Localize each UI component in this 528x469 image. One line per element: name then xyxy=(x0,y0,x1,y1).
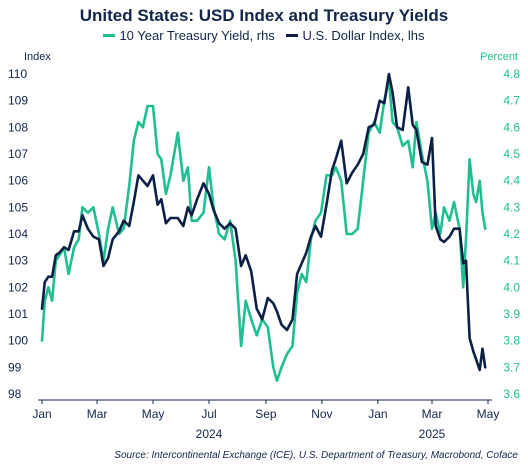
x-tick-label: May xyxy=(142,407,165,421)
left-axis-unit-label: Index xyxy=(24,51,51,63)
x-tick-label: Nov xyxy=(311,407,332,421)
left-tick-label: 107 xyxy=(8,147,28,161)
right-tick-label: 4.0 xyxy=(503,280,520,294)
x-tick-label: May xyxy=(477,407,500,421)
left-tick-label: 100 xyxy=(8,334,28,348)
right-tick-label: 4.3 xyxy=(503,200,520,214)
x-year-label: 2024 xyxy=(196,427,223,441)
right-tick-label: 4.8 xyxy=(503,67,520,81)
chart-legend: 10 Year Treasury Yield, rhs U.S. Dollar … xyxy=(0,28,528,43)
x-tick-label: Mar xyxy=(87,407,108,421)
right-tick-label: 4.4 xyxy=(503,174,520,188)
x-tick-label: Jan xyxy=(32,407,51,421)
legend-item-usd-index: U.S. Dollar Index, lhs xyxy=(286,28,425,43)
left-tick-label: 103 xyxy=(8,254,28,268)
source-note: Source: Intercontinental Exchange (ICE),… xyxy=(114,450,518,461)
right-tick-label: 3.8 xyxy=(503,334,520,348)
right-tick-label: 3.6 xyxy=(503,387,520,401)
left-tick-label: 110 xyxy=(8,67,27,81)
right-tick-label: 4.5 xyxy=(503,147,520,161)
right-tick-label: 3.7 xyxy=(503,360,520,374)
legend-swatch-usd-index xyxy=(286,34,299,38)
x-tick-label: Jan xyxy=(368,407,387,421)
right-tick-label: 4.1 xyxy=(503,254,520,268)
left-tick-label: 101 xyxy=(8,307,28,321)
x-tick-label: Sep xyxy=(255,407,277,421)
usd-index-line xyxy=(40,72,487,372)
legend-item-treasury-yield: 10 Year Treasury Yield, rhs xyxy=(103,28,275,43)
left-tick-label: 106 xyxy=(8,174,28,188)
right-tick-label: 4.6 xyxy=(503,120,520,134)
right-axis-unit-label: Percent xyxy=(480,51,518,63)
x-year-label: 2025 xyxy=(419,427,446,441)
left-tick-label: 104 xyxy=(8,227,28,241)
right-tick-label: 3.9 xyxy=(503,307,520,321)
x-tick-label: Jul xyxy=(201,407,216,421)
left-tick-label: 108 xyxy=(8,120,28,134)
left-tick-label: 102 xyxy=(8,280,28,294)
treasury-yield-line xyxy=(40,78,487,383)
right-tick-label: 4.7 xyxy=(503,94,520,108)
legend-label-treasury-yield: 10 Year Treasury Yield, rhs xyxy=(119,28,275,43)
left-tick-label: 105 xyxy=(8,200,28,214)
left-tick-label: 109 xyxy=(8,94,28,108)
left-tick-label: 98 xyxy=(8,387,22,401)
left-tick-label: 99 xyxy=(8,360,22,374)
chart-title: United States: USD Index and Treasury Yi… xyxy=(79,6,449,25)
x-tick-label: Mar xyxy=(422,407,443,421)
legend-swatch-treasury-yield xyxy=(103,34,116,38)
right-tick-label: 4.2 xyxy=(503,227,520,241)
legend-label-usd-index: U.S. Dollar Index, lhs xyxy=(302,28,425,43)
